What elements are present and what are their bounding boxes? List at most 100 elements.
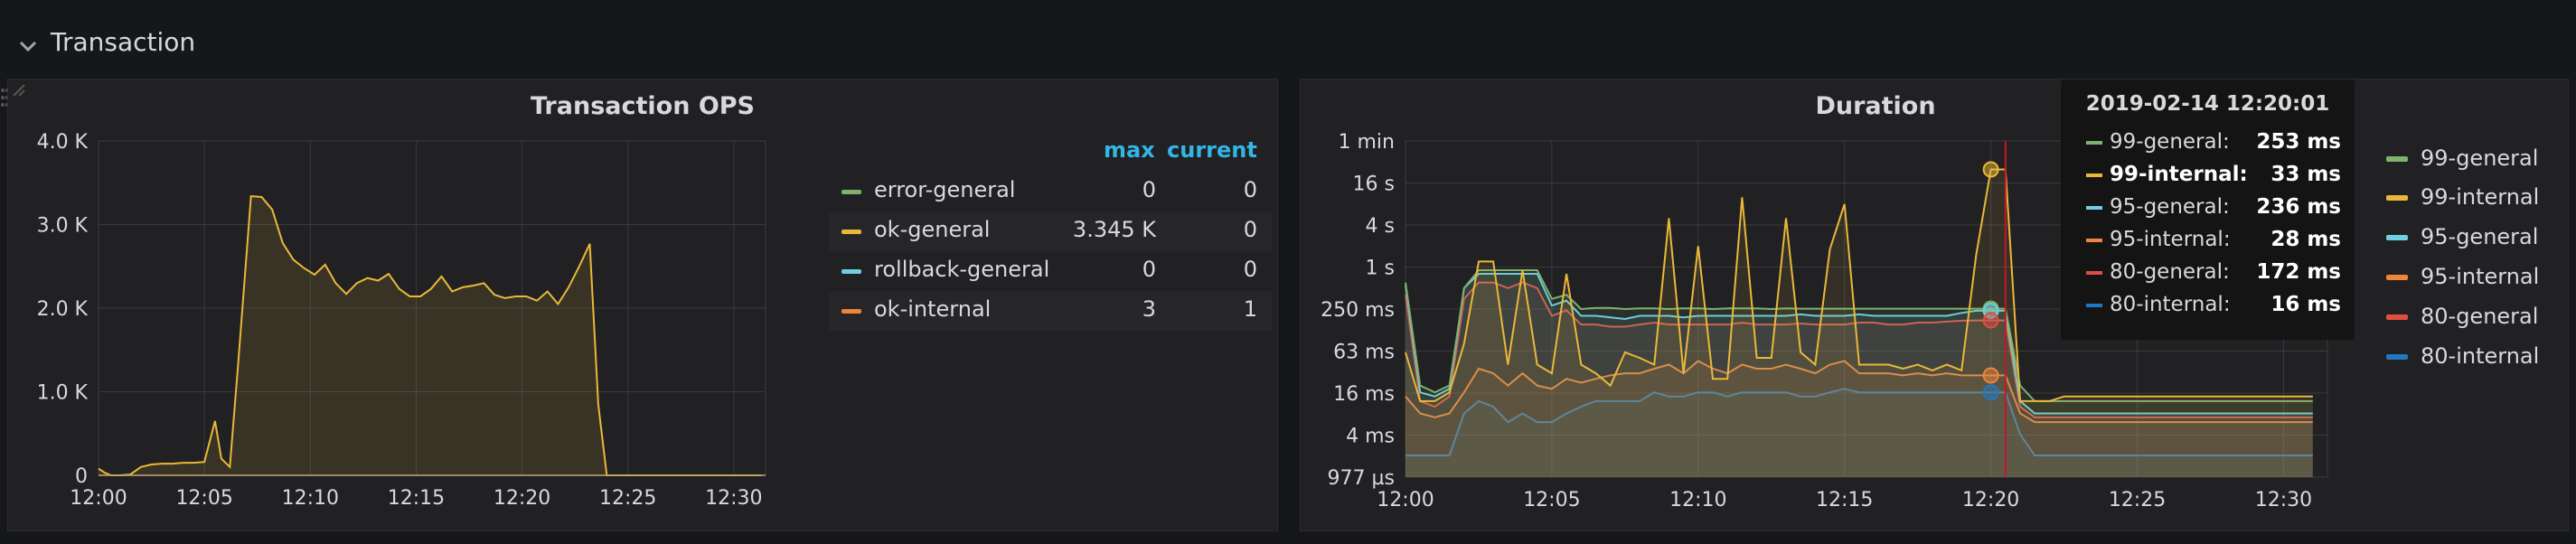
legend-swatch [2386,156,2408,162]
tooltip-row-95-general: 95-general: 236 ms [2086,192,2341,224]
legend-label: error-general [874,177,1016,202]
ops-chart: 0 1.0 K 2.0 K 3.0 K 4.0 K 12:00 12:05 12:10 12:1… [37,131,766,510]
tooltip-swatch [2086,271,2102,275]
hover-tooltip: 2019-02-14 12:20:01 99-general: 253 ms 9… [2061,80,2355,340]
x-tick-label: 12:25 [2109,489,2166,511]
tooltip-value: 16 ms [2270,293,2341,316]
tooltip-value: 172 ms [2256,260,2341,284]
legend-label: 95-internal [2421,264,2540,289]
series-area-80-general [1406,282,2313,477]
series-area-95-general [1406,274,2313,477]
hover-marker-95-internal [1982,367,1999,384]
legend-item-error-general[interactable]: error-general 0 0 [829,172,1272,211]
legend-item-ok-general[interactable]: ok-general 3.345 K 0 [829,211,1272,251]
x-tick-label: 12:00 [1377,489,1434,511]
legend-label: rollback-general [874,257,1050,282]
series-area-99-general [1406,270,2313,477]
chevron-down-icon[interactable] [16,34,40,58]
panel-title[interactable]: Duration [1815,92,1936,120]
legend-max: 0 [1142,257,1156,282]
legend-label: 99-general [2421,145,2539,171]
resize-handle-icon[interactable] [8,80,26,98]
legend-current: 0 [1243,177,1257,202]
x-tick-label: 12:30 [705,487,762,510]
duration-chart: 977 µs 4 ms 16 ms 63 ms 250 ms 1 s 4 s 16 s 1 mi… [1321,131,2328,511]
y-tick-label: 1 s [1366,258,1395,280]
x-tick-label: 12:10 [1669,489,1726,511]
hover-marker-99-internal [1982,161,1999,178]
tooltip-value: 236 ms [2256,195,2341,219]
legend-header-max[interactable]: max [1104,137,1155,163]
tooltip-swatch [2086,206,2102,210]
y-tick-label: 16 ms [1333,383,1395,406]
tooltip-row-80-general: 80-general: 172 ms [2086,257,2341,289]
tooltip-value: 253 ms [2256,130,2341,154]
tooltip-swatch [2086,141,2102,145]
legend-swatch [841,269,861,274]
legend-swatch [2386,354,2408,360]
duration-panel[interactable]: Duration 977 µs 4 ms 16 ms 63 ms 250 ms 1 s 4 … [1300,79,2569,531]
legend-item-rollback-general[interactable]: rollback-general 0 0 [829,251,1272,291]
transaction-ops-panel[interactable]: Transaction OPS 0 1.0 K 2.0 K 3.0 K 4.0 K 12:… [7,79,1278,531]
y-tick-label: 250 ms [1321,299,1395,322]
x-tick-label: 12:05 [1523,489,1580,511]
series-area-ok-general [99,196,762,475]
series-line-95-general [1405,273,2313,415]
tooltip-row-99-general: 99-general: 253 ms [2086,127,2341,159]
legend-item-99-general[interactable]: 99-general [2384,140,2565,176]
x-tick-label: 12:20 [494,487,550,510]
series-area-95-internal [1406,361,2313,477]
legend-item-95-internal[interactable]: 95-internal [2384,258,2565,295]
legend-max: 3.345 K [1072,217,1156,242]
tooltip-value: 33 ms [2270,163,2341,186]
y-tick-label: 2.0 K [37,298,89,321]
legend-current: 0 [1243,257,1257,282]
row-title[interactable]: Transaction [51,27,196,57]
legend-item-ok-internal[interactable]: ok-internal 3 1 [829,291,1272,331]
hover-marker-80-general [1982,312,1999,329]
series-line-80-general [1405,281,2313,418]
row-header[interactable]: Transaction [0,0,2576,77]
tooltip-label: 95-internal: [2110,228,2231,251]
x-tick-label: 12:20 [1962,489,2019,511]
y-tick-label: 16 s [1353,174,1395,196]
tooltip-label: 99-internal: [2110,163,2248,186]
tooltip-row-80-internal: 80-internal: 16 ms [2086,289,2341,322]
legend-item-80-general[interactable]: 80-general [2384,298,2565,334]
legend-item-95-general[interactable]: 95-general [2384,219,2565,255]
legend-label: 80-internal [2421,343,2540,369]
x-tick-label: 12:25 [599,487,656,510]
legend-item-99-internal[interactable]: 99-internal [2384,179,2565,215]
y-tick-label: 1.0 K [37,382,89,405]
legend-swatch [2386,275,2408,280]
tooltip-row-95-internal: 95-internal: 28 ms [2086,224,2341,257]
series-line-99-general [1405,269,2313,402]
tooltip-label: 80-general: [2110,260,2230,284]
tooltip-swatch [2086,304,2102,307]
x-tick-label: 12:30 [2255,489,2312,511]
x-tick-label: 12:00 [70,487,127,510]
legend-label: 99-internal [2421,184,2540,210]
tooltip-row-99-internal: 99-internal: 33 ms [2086,159,2341,192]
tooltip-swatch [2086,174,2102,177]
legend-item-80-internal[interactable]: 80-internal [2384,338,2565,374]
legend-max: 3 [1142,296,1156,322]
legend-swatch [841,309,861,314]
panel-title[interactable]: Transaction OPS [530,92,756,120]
x-tick-label: 12:10 [282,487,339,510]
y-tick-label: 4.0 K [37,131,89,154]
legend-swatch [2386,314,2408,320]
series-line-99-internal [1405,168,2313,402]
y-tick-label: 4 ms [1346,426,1395,448]
y-tick-label: 4 s [1366,215,1395,238]
legend-header-current[interactable]: current [1167,137,1257,163]
legend-label: 80-general [2421,304,2539,329]
y-tick-label: 63 ms [1333,342,1395,364]
series-area-80-internal [1406,389,2313,477]
hover-marker-80-internal [1982,384,1999,401]
legend-label: ok-general [874,217,991,242]
tooltip-swatch [2086,239,2102,242]
y-tick-label: 977 µs [1328,467,1395,490]
x-tick-label: 12:15 [1816,489,1873,511]
x-tick-label: 12:05 [175,487,232,510]
